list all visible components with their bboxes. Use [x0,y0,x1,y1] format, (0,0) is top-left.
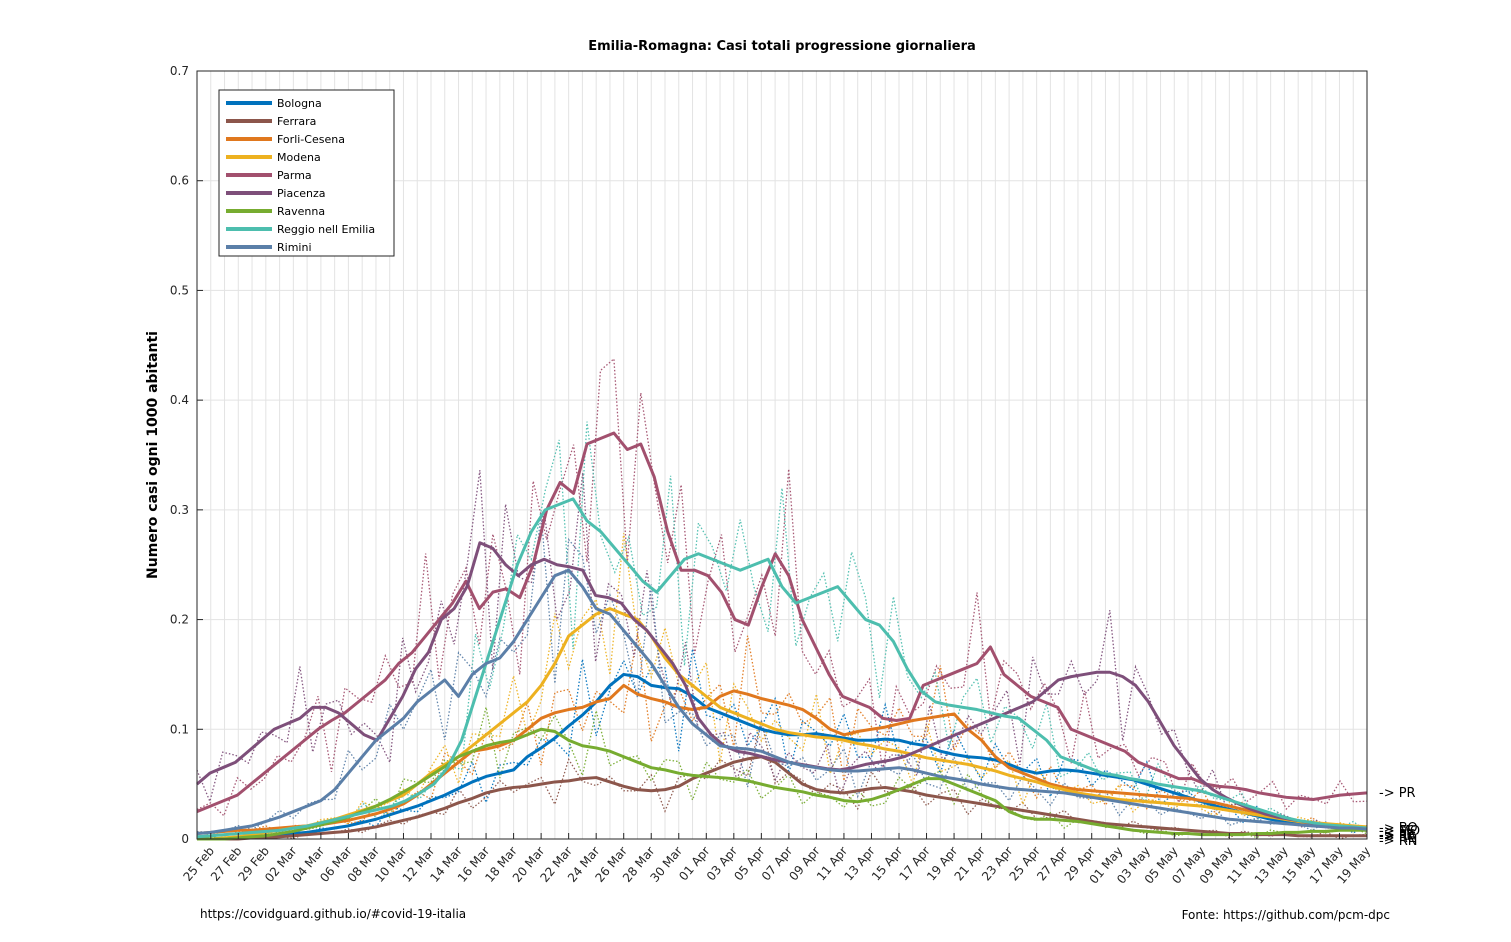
end-label-1: -> FE [1379,829,1414,844]
series-line-1 [197,755,1367,841]
y-tick-label: 0.5 [170,283,189,297]
smoothed-series-lines [196,431,1368,841]
end-label-4: -> PR [1379,786,1416,801]
series-line-2 [196,683,1368,836]
legend-label-1: Ferrara [277,115,316,128]
y-tick-label: 0.6 [170,174,189,188]
legend-label-0: Bologna [277,97,322,110]
series-line-7 [196,497,1368,839]
series-line-0 [197,672,1367,841]
series-line-5 [196,541,1368,831]
series-daily-line-8 [196,513,1368,834]
legend-label-7: Reggio nell Emilia [277,223,375,236]
series-line-4 [196,431,1368,813]
end-label-7: -> RE [1379,831,1416,846]
y-axis-ticks: 0 0.1 0.2 0.3 0.4 0.5 0.6 0.7 [170,64,203,846]
series-daily-line-3 [196,533,1368,840]
y-tick-label: 0.4 [170,393,189,407]
y-tick-label: 0 [181,832,189,846]
legend-label-5: Piacenza [277,187,326,200]
legend-label-6: Ravenna [277,205,325,218]
series-daily-line-0 [196,648,1368,840]
series-line-6 [197,727,1367,841]
end-label-2: -> FC [1379,824,1415,839]
footer-source: Fonte: https://github.com/pcm-dpc [1182,908,1390,922]
series-line-8 [196,568,1368,836]
y-tick-label: 0.1 [170,722,189,736]
end-label-0: -> BO [1379,821,1418,836]
end-label-5: -> PC [1379,828,1416,843]
series-daily-line-7 [196,421,1368,840]
legend: Bologna Ferrara Forli-Cesena Modena Parma Pia… [218,89,395,257]
plot-frame [196,70,1368,840]
legend-label-2: Forli-Cesena [277,133,345,146]
end-label-3: -> MO [1379,824,1420,839]
chart-title: Emilia-Romagna: Casi totali progressione… [588,39,976,54]
legend-label-4: Parma [277,169,312,182]
y-tick-label: 0.7 [170,64,189,78]
y-axis-label: Numero casi ogni 1000 abitanti [145,331,161,579]
legend-label-3: Modena [277,151,321,164]
legend-label-8: Rimini [277,241,312,254]
end-label-8: -> RN [1379,834,1417,849]
y-tick-label: 0.3 [170,503,189,517]
footer-left-url: https://covidguard.github.io/#covid-19-i… [200,907,466,921]
end-label-6: -> RA [1379,829,1416,844]
series-daily-line-5 [196,470,1368,833]
y-tick-label: 0.2 [170,613,189,627]
end-labels: -> BO-> FE-> FC-> MO -> PR -> PC-> RA-> RE… [1379,786,1420,849]
